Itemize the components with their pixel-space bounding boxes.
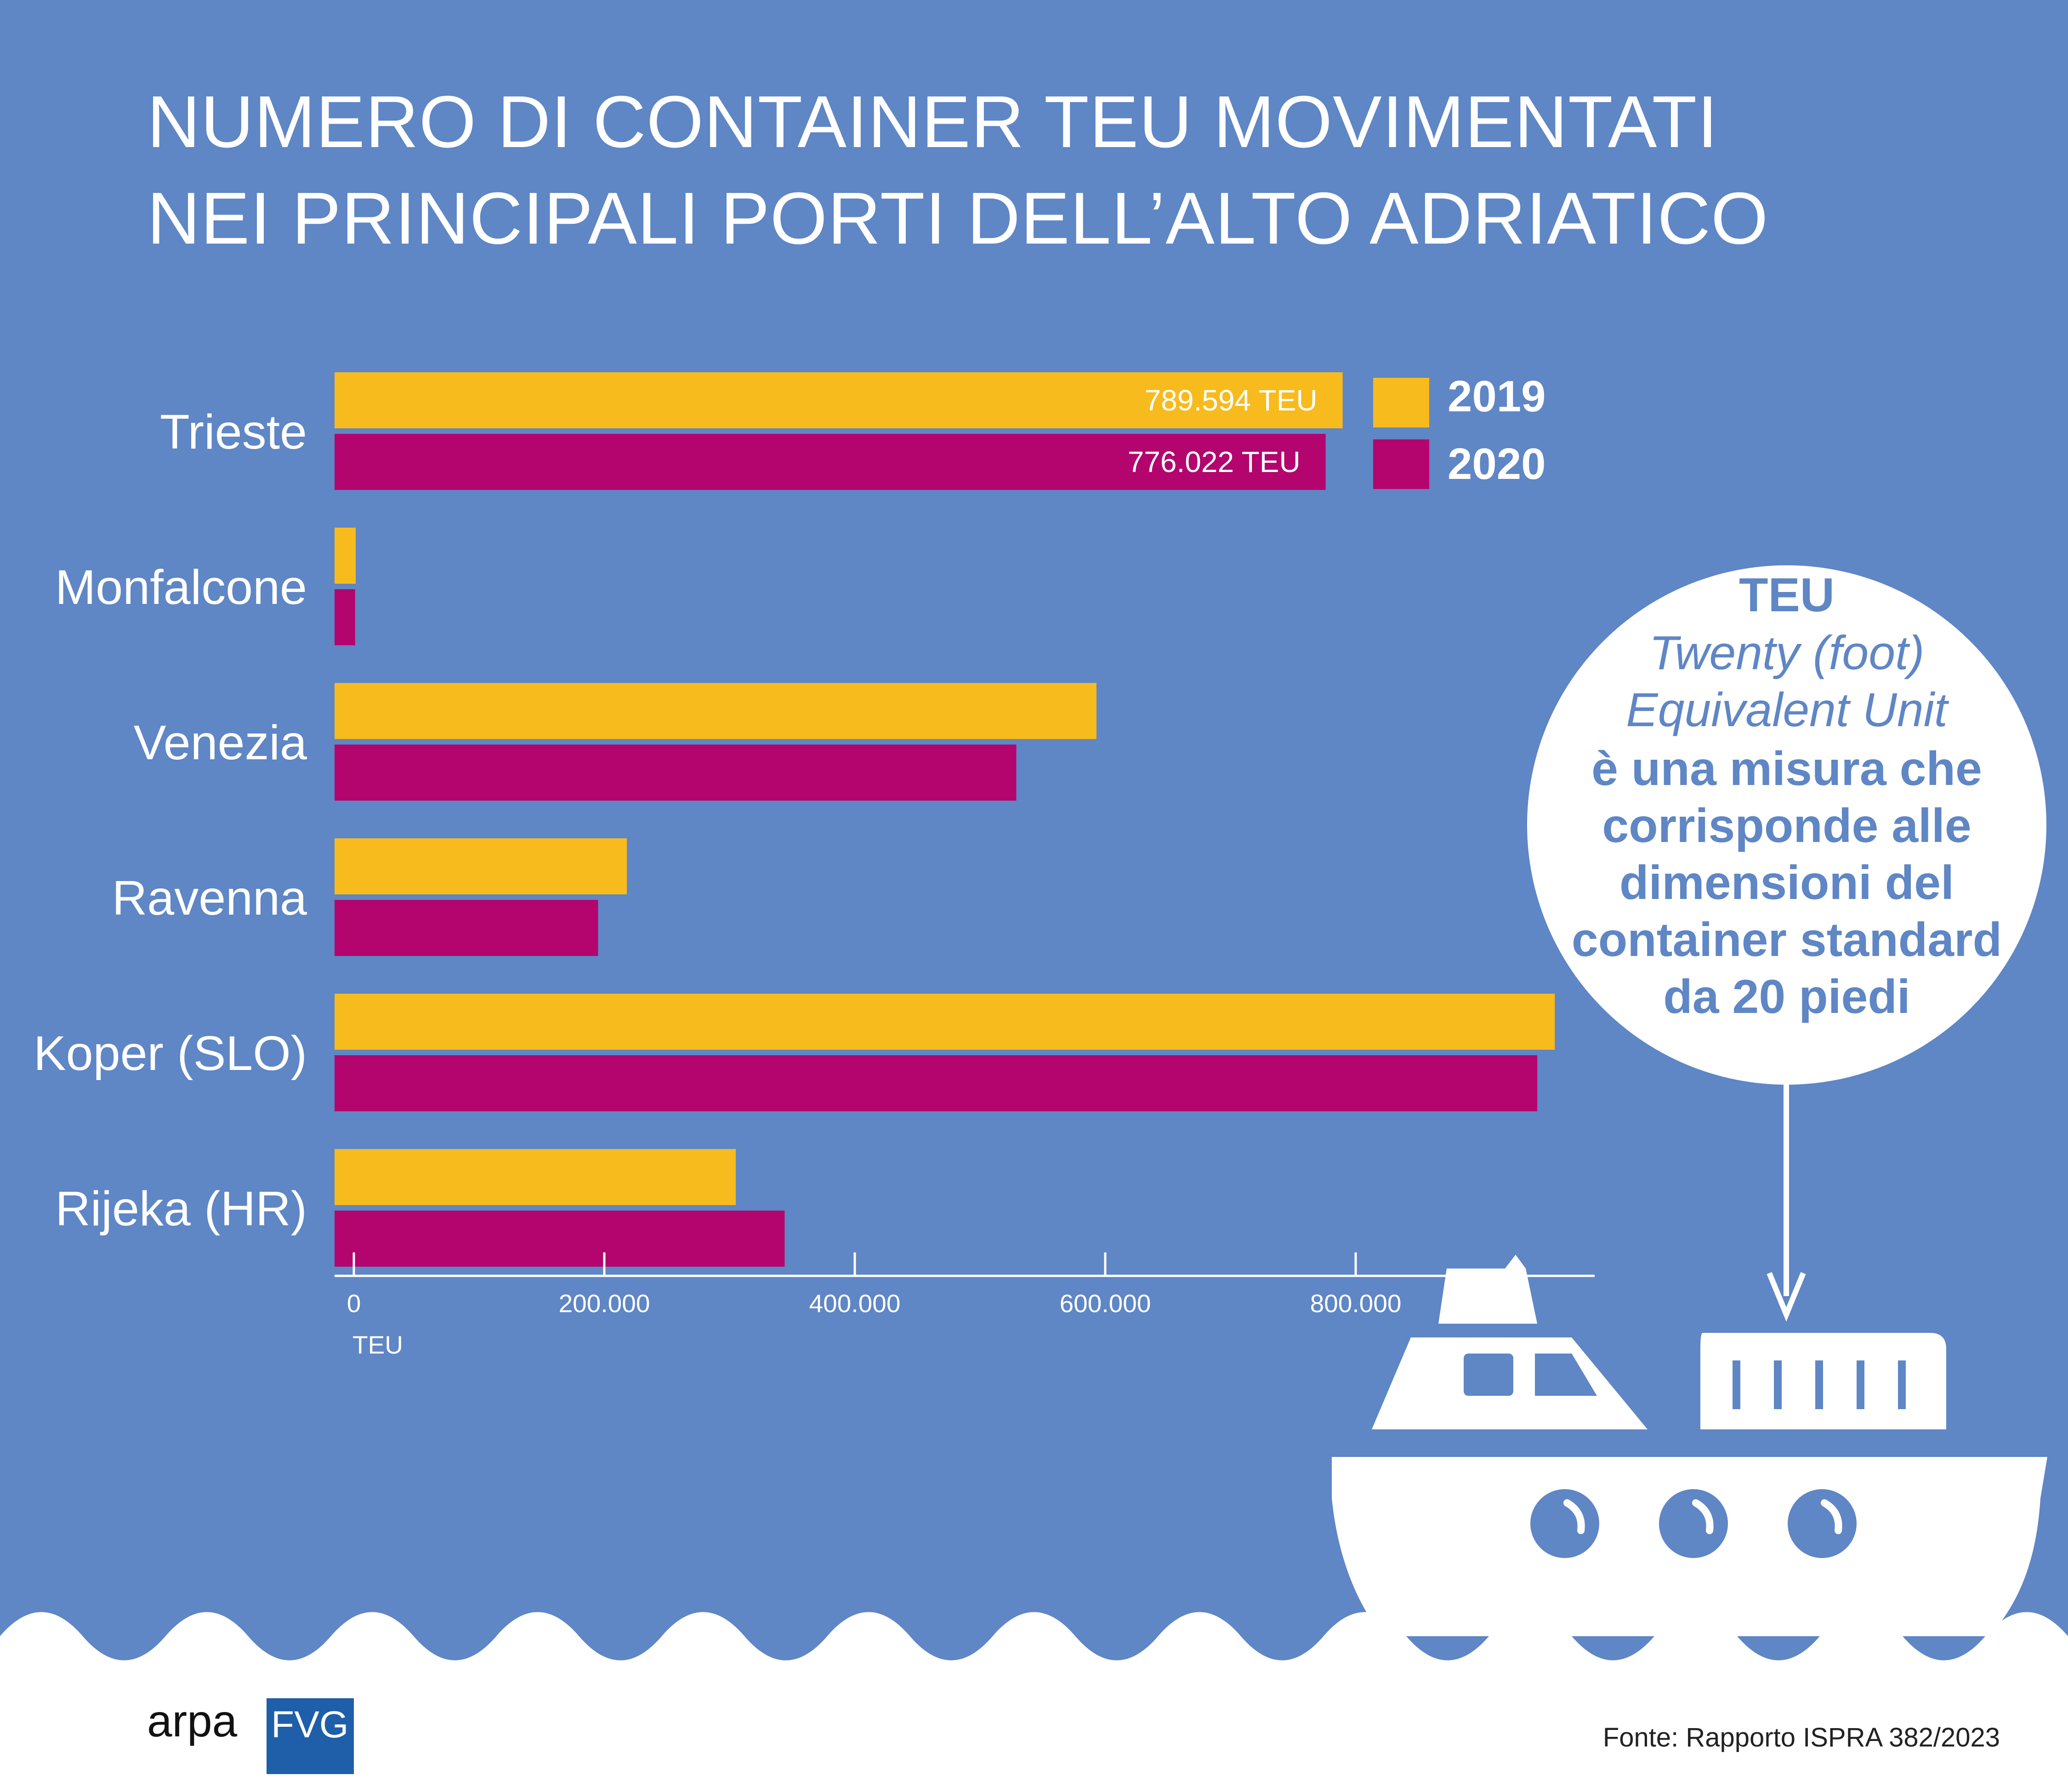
bar-venezia-2020 (335, 745, 1017, 801)
ship-window-2 (1535, 1354, 1597, 1396)
data-labels-group: 789.594 TEU 776.022 TEU (1128, 384, 1318, 478)
x-tick-label: 800.000 (1310, 1289, 1402, 1318)
data-label: 789.594 TEU (1145, 384, 1318, 417)
source-note: Fonte: Rapporto ISPRA 382/2023 (1603, 1723, 2000, 1752)
logo-fvg-text: FVG (271, 1704, 349, 1746)
logo-arpa-text: arpa (147, 1695, 238, 1746)
ship-funnel (1438, 1255, 1537, 1324)
info-italic-line-1: Twenty (foot) (1649, 626, 1924, 680)
chart-title-line-1: NUMERO DI CONTAINER TEU MOVIMENTATI (147, 80, 1718, 163)
bar-ravenna-2019 (335, 838, 627, 894)
category-label: Trieste (160, 405, 307, 459)
legend-swatch-2019 (1373, 378, 1429, 427)
ship-window-1 (1464, 1354, 1513, 1396)
info-bold-line-5: da 20 piedi (1663, 970, 1910, 1024)
x-tick-label: 0 (347, 1289, 361, 1318)
porthole-2 (1659, 1489, 1728, 1558)
bar-ravenna-2020 (335, 900, 598, 956)
bar-monfalcone-2020 (335, 589, 355, 645)
x-tick-label: 600.000 (1060, 1289, 1151, 1318)
category-label: Ravenna (112, 871, 307, 925)
info-circle (1527, 565, 2046, 1085)
logo-fvg-box (267, 1698, 354, 1774)
info-bold-line-3: dimensioni del (1619, 856, 1954, 910)
teu-info-bubble: TEU Twenty (foot) Equivalent Unit è una … (1527, 565, 2046, 1085)
data-label: 776.022 TEU (1128, 445, 1301, 478)
info-heading: TEU (1739, 569, 1835, 622)
legend-label-2020: 2020 (1448, 439, 1546, 489)
bar-monfalcone-2019 (335, 528, 356, 584)
bar-koper-slo-2020 (335, 1055, 1538, 1111)
info-bold-line-2: corrisponde alle (1602, 799, 1971, 853)
porthole-3 (1788, 1489, 1857, 1558)
bar-koper-slo-2019 (335, 994, 1555, 1050)
category-label: Rijeka (HR) (55, 1182, 307, 1236)
ship-icon (1332, 1255, 2047, 1636)
porthole-1 (1530, 1489, 1599, 1558)
legend: 2019 2020 (1373, 372, 1546, 489)
bar-trieste-2019 (335, 372, 1343, 428)
category-labels-group: Trieste Monfalcone Venezia Ravenna Koper (SL… (34, 405, 307, 1236)
category-label: Venezia (134, 716, 307, 770)
x-tick-label: 200.000 (559, 1289, 650, 1318)
info-italic-line-2: Equivalent Unit (1626, 683, 1949, 737)
arrow-down-icon (1767, 1085, 1806, 1322)
bars-group (335, 372, 1555, 1267)
bar-rijeka-hr-2019 (335, 1149, 736, 1205)
x-axis: 0 200.000 400.000 600.000 800.000 (335, 1252, 1595, 1318)
info-bold-line-1: è una misura che (1591, 742, 1982, 796)
arpa-fvg-logo: arpa FVG (147, 1695, 354, 1774)
bar-rijeka-hr-2020 (335, 1211, 785, 1267)
info-bold-line-4: container standard (1572, 913, 2002, 967)
bar-trieste-2020 (335, 434, 1326, 490)
category-label: Monfalcone (55, 560, 307, 614)
chart-title-line-2: NEI PRINCIPALI PORTI DELL’ALTO ADRIATICO (147, 177, 1768, 259)
x-tick-label: 400.000 (809, 1289, 901, 1318)
bar-venezia-2019 (335, 683, 1096, 739)
category-label: Koper (SLO) (34, 1026, 307, 1081)
x-axis-title: TEU (352, 1331, 403, 1359)
container-icon (1700, 1333, 1946, 1429)
legend-label-2019: 2019 (1448, 372, 1546, 421)
legend-swatch-2020 (1373, 439, 1429, 489)
